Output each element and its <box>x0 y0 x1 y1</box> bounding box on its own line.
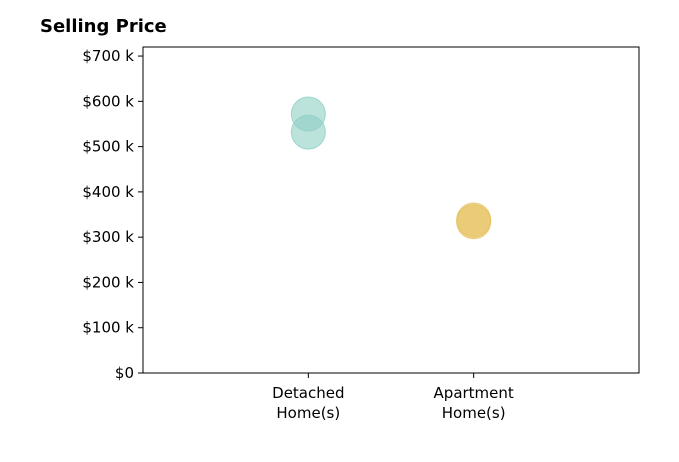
y-tick-label: $700 k <box>82 47 134 65</box>
y-tick-label: $600 k <box>82 92 134 110</box>
x-tick-label-line: Home(s) <box>276 404 340 422</box>
y-tick-label: $200 k <box>82 273 134 291</box>
x-tick-label-line: Home(s) <box>442 404 506 422</box>
plot-frame <box>142 46 640 374</box>
scatter-point <box>456 204 492 240</box>
y-tick-label: $400 k <box>82 183 134 201</box>
x-tick-label-line: Apartment <box>434 384 514 402</box>
scatter-point <box>290 114 326 150</box>
y-tick-label: $300 k <box>82 228 134 246</box>
y-tick-label: $0 <box>115 364 134 382</box>
y-tick-label: $100 k <box>82 319 134 337</box>
x-tick-label: Detached Home(s) <box>272 384 344 422</box>
x-tick-label-line: Detached <box>272 384 344 402</box>
chart-title: Selling Price <box>40 16 167 37</box>
x-tick-label: Apartment Home(s) <box>434 384 514 422</box>
y-tick-label: $500 k <box>82 138 134 156</box>
